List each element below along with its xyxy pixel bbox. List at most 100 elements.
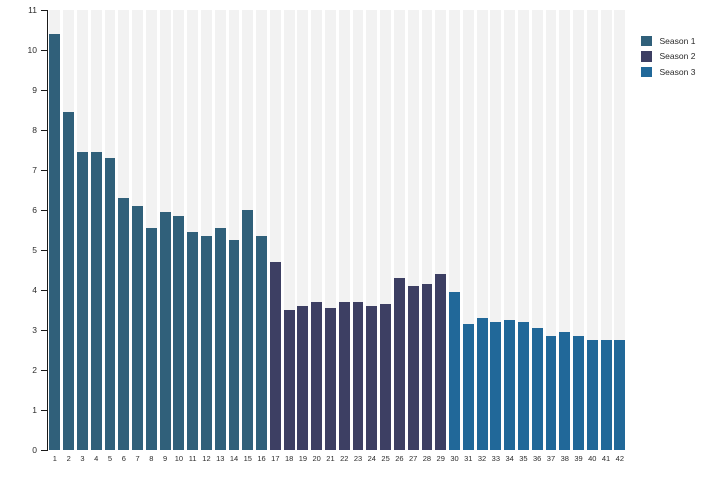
y-tick-mark: [41, 90, 47, 91]
background-band: [531, 10, 543, 450]
legend-swatch-icon: [641, 66, 652, 77]
y-tick-mark: [41, 330, 47, 331]
bar-episode-33: [490, 322, 502, 450]
x-tick-label: 2: [66, 454, 71, 463]
bar-episode-17: [269, 262, 281, 450]
bar-episode-42: [614, 340, 626, 450]
y-axis-line: [47, 10, 48, 451]
x-tick-label: 3: [80, 454, 85, 463]
background-band: [297, 10, 309, 450]
x-tick-label: 26: [395, 454, 404, 463]
x-tick-label: 35: [519, 454, 528, 463]
background-band: [283, 10, 295, 450]
bar-episode-16: [256, 236, 268, 450]
y-tick-mark: [41, 290, 47, 291]
bar-episode-13: [214, 228, 226, 450]
x-tick-label: 12: [202, 454, 211, 463]
y-tick-label: 3: [32, 325, 37, 335]
y-tick-label: 0: [32, 445, 37, 455]
background-band: [421, 10, 433, 450]
bar-episode-9: [159, 212, 171, 450]
x-tick-label: 22: [340, 454, 349, 463]
y-tick-mark: [41, 10, 47, 11]
bar-episode-12: [201, 236, 212, 450]
x-tick-label: 25: [381, 454, 390, 463]
y-tick-label: 7: [32, 165, 37, 175]
y-tick-mark: [41, 250, 47, 251]
bar-episode-21: [325, 308, 336, 450]
bar-episode-8: [145, 228, 157, 450]
bar-episode-3: [77, 152, 88, 450]
x-tick-label: 34: [505, 454, 514, 463]
legend-item-season-2: Season 2: [641, 49, 695, 65]
background-band: [325, 10, 336, 450]
x-tick-label: 1: [52, 454, 57, 463]
x-tick-label: 10: [174, 454, 184, 463]
background-band: [614, 10, 626, 450]
bar-episode-32: [476, 318, 488, 450]
bar-episode-36: [531, 328, 543, 450]
x-tick-label: 6: [121, 454, 126, 463]
bar-episode-23: [352, 302, 364, 450]
x-tick-label: 4: [94, 454, 99, 463]
y-tick-mark: [41, 50, 47, 51]
background-band: [517, 10, 529, 450]
x-tick-label: 38: [560, 454, 569, 463]
x-tick-label: 11: [188, 454, 197, 463]
background-band: [490, 10, 502, 450]
background-band: [311, 10, 323, 450]
legend-label: Season 3: [659, 66, 696, 77]
y-tick-mark: [41, 370, 47, 371]
bar-episode-34: [504, 320, 516, 450]
y-tick-mark: [41, 410, 47, 411]
background-band: [201, 10, 212, 450]
y-tick-mark: [41, 450, 47, 451]
background-band: [476, 10, 488, 450]
bar-episode-31: [462, 324, 474, 450]
x-tick-label: 27: [408, 454, 418, 463]
y-tick-mark: [41, 210, 47, 211]
legend-swatch-icon: [641, 51, 652, 62]
bar-episode-2: [63, 112, 75, 450]
legend: Season 1 Season 2 Season 3: [641, 33, 695, 80]
bar-episode-11: [187, 232, 199, 450]
bar-episode-20: [311, 302, 323, 450]
bar-episode-27: [407, 286, 419, 450]
bar-episode-10: [173, 216, 185, 450]
bar-episode-15: [242, 210, 254, 450]
x-tick-label: 24: [367, 454, 376, 463]
bar-episode-18: [283, 310, 295, 450]
background-band: [256, 10, 268, 450]
legend-label: Season 2: [659, 51, 696, 62]
bar-episode-7: [132, 206, 143, 450]
x-tick-label: 33: [491, 454, 500, 463]
background-band: [338, 10, 350, 450]
legend-item-season-3: Season 3: [641, 64, 695, 80]
x-tick-label: 21: [326, 454, 335, 463]
x-tick-label: 18: [284, 454, 294, 463]
y-tick-label: 6: [32, 205, 37, 215]
background-band: [559, 10, 571, 450]
bar-episode-25: [380, 304, 392, 450]
bar-episode-41: [600, 340, 612, 450]
background-band: [352, 10, 364, 450]
x-tick-label: 15: [243, 454, 252, 463]
x-tick-label: 30: [450, 454, 459, 463]
x-tick-label: 36: [533, 454, 542, 463]
background-band: [228, 10, 240, 450]
bar-episode-19: [297, 306, 309, 450]
x-tick-label: 20: [312, 454, 321, 463]
x-tick-label: 7: [135, 454, 140, 463]
bar-episode-14: [228, 240, 240, 450]
background-band: [435, 10, 447, 450]
x-tick-label: 14: [229, 454, 239, 463]
bar-episode-37: [545, 336, 557, 450]
y-tick-label: 9: [32, 85, 37, 95]
x-tick-label: 13: [216, 454, 225, 463]
bar-episode-6: [118, 198, 130, 450]
y-tick-label: 10: [27, 45, 37, 55]
background-band: [393, 10, 405, 450]
x-tick-label: 29: [436, 454, 445, 463]
x-tick-label: 37: [546, 454, 556, 463]
